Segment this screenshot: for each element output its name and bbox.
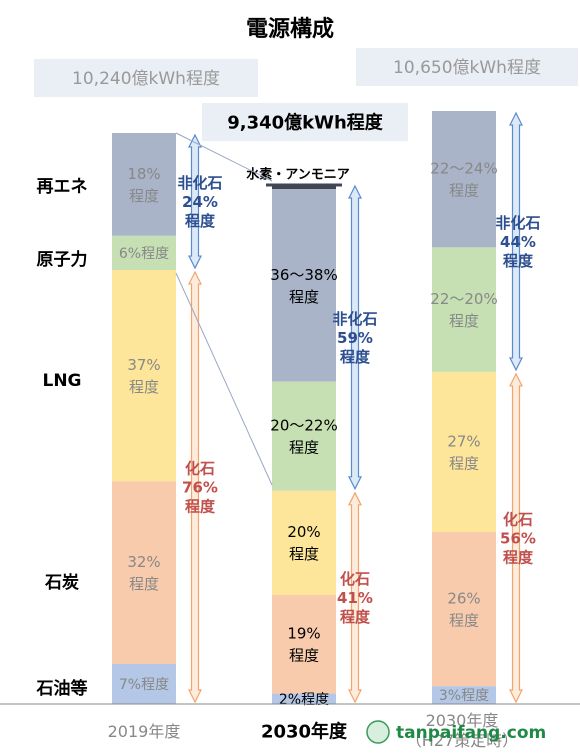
category-label-lng: LNG xyxy=(42,371,81,391)
bracket-arrow-0-non-fossil xyxy=(188,133,202,270)
segment-label-0-oil: 7%程度 xyxy=(119,677,169,693)
total-box-0 xyxy=(34,59,258,97)
bar-1-lng xyxy=(272,490,336,595)
bar-0-lng xyxy=(112,270,176,482)
bracket-label-0-fossil: 化石 76%程度 xyxy=(182,459,218,515)
segment-label-0-lng: 37%程度 xyxy=(127,356,160,396)
bracket-label-1-fossil: 化石 41%程度 xyxy=(337,570,373,626)
segment-label-2-coal: 26%程度 xyxy=(447,590,480,630)
segment-label-0-renewables: 18%程度 xyxy=(127,165,160,205)
bar-1-hydrogen-ammonia xyxy=(272,184,336,190)
category-label-nuclear: 原子力 xyxy=(37,249,88,270)
total-box-1 xyxy=(202,103,408,141)
bar-0-renewables xyxy=(112,133,176,236)
total-label-1: 9,340億kWh程度 xyxy=(227,111,384,133)
bracket-arrow-2-fossil xyxy=(509,372,523,704)
bar-0-nuclear xyxy=(112,235,176,271)
watermark: tanpaifang.com xyxy=(366,720,546,744)
segment-label-2-oil: 3%程度 xyxy=(439,688,489,704)
watermark-text: tanpaifang.com xyxy=(396,723,546,743)
bracket-arrow-2-non-fossil xyxy=(509,111,523,372)
connector-top xyxy=(175,132,273,182)
segment-label-1-lng: 20%程度 xyxy=(287,523,320,563)
bracket-arrow-1-fossil xyxy=(348,491,362,704)
bracket-label-0-non-fossil: 非化石 24%程度 xyxy=(177,174,222,230)
bracket-label-2-non-fossil: 非化石 44%程度 xyxy=(495,214,540,270)
annotation-hydrogen-ammonia: 水素・アンモニア xyxy=(246,167,349,183)
segment-label-0-nuclear: 6%程度 xyxy=(119,246,169,262)
bar-1-oil xyxy=(272,693,336,704)
segment-label-2-nuclear: 22～20%程度 xyxy=(430,290,497,330)
category-label-coal: 石炭 xyxy=(44,572,79,593)
connector-mid xyxy=(175,272,273,486)
bracket-arrow-0-fossil xyxy=(188,270,202,704)
watermark-leaf-icon xyxy=(366,720,390,744)
segment-label-1-oil: 2%程度 xyxy=(279,692,329,708)
bracket-label-2-fossil: 化石 56%程度 xyxy=(500,510,536,566)
segment-label-1-nuclear: 20～22%程度 xyxy=(270,417,337,457)
bar-2-coal xyxy=(432,532,496,687)
category-label-oil: 石油等 xyxy=(36,678,88,699)
x-label-0: 2019年度 xyxy=(108,722,181,741)
bar-0-coal xyxy=(112,481,176,665)
segment-label-1-coal: 19%程度 xyxy=(287,625,320,665)
bar-0-oil xyxy=(112,664,176,704)
bar-1-nuclear xyxy=(272,381,336,491)
bar-2-renewables xyxy=(432,111,496,248)
chart-title: 電源構成 xyxy=(246,16,334,42)
segment-label-1-renewables: 36～38%程度 xyxy=(270,266,337,306)
category-label-renewables: 再エネ xyxy=(37,177,88,197)
overlay-layer: tanpaifang.com xyxy=(175,132,546,744)
bar-2-lng xyxy=(432,371,496,533)
total-label-0: 10,240億kWh程度 xyxy=(72,69,220,89)
total-box-2 xyxy=(356,48,578,86)
bracket-label-1-non-fossil: 非化石 59%程度 xyxy=(332,310,377,366)
segment-label-0-coal: 32%程度 xyxy=(127,553,160,593)
bar-1-coal xyxy=(272,594,336,694)
bar-2-nuclear xyxy=(432,247,496,372)
total-label-2: 10,650億kWh程度 xyxy=(393,58,541,78)
bar-2-oil xyxy=(432,686,496,704)
x-label-2: 2030年度（H27策定時） xyxy=(406,711,518,750)
bracket-arrow-1-non-fossil xyxy=(348,184,362,491)
x-label-1: 2030年度 xyxy=(261,720,348,742)
segment-label-2-renewables: 22～24%程度 xyxy=(430,160,497,200)
segment-label-2-lng: 27%程度 xyxy=(447,432,480,472)
bar-1-renewables xyxy=(272,189,336,382)
